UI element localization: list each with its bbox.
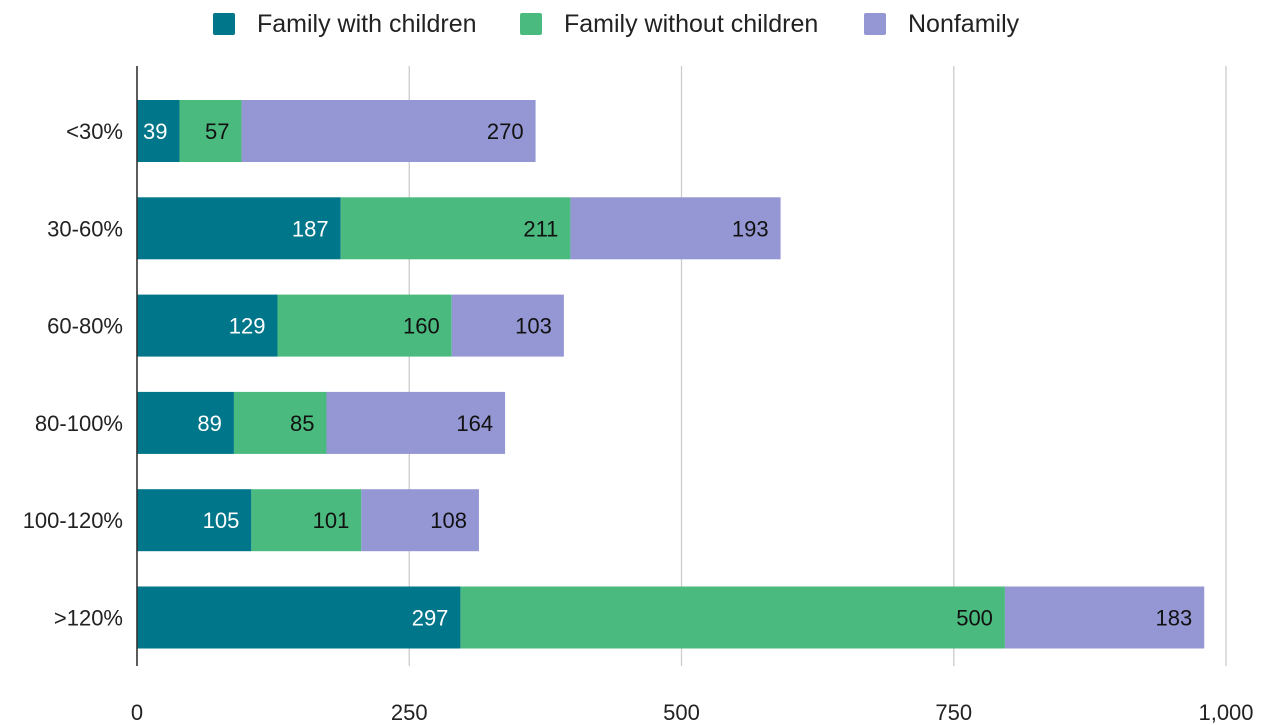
data-label: 500 <box>956 606 993 631</box>
bar-segment <box>326 391 506 454</box>
x-tick-label: 0 <box>131 700 143 725</box>
data-label: 193 <box>732 216 769 241</box>
data-label: 105 <box>203 508 240 533</box>
bar-segment <box>137 391 234 454</box>
category-label: 80-100% <box>35 411 123 436</box>
data-label: 164 <box>456 411 493 436</box>
legend-label: Nonfamily <box>908 9 1020 38</box>
legend-swatch-family-without-children <box>520 13 542 35</box>
data-label: 39 <box>143 119 167 144</box>
x-tick-label: 250 <box>391 700 428 725</box>
bar-segment <box>1004 586 1205 649</box>
legend-item-family-with-children[interactable]: Family with children <box>213 6 477 42</box>
x-tick-label: 500 <box>663 700 700 725</box>
data-label: 129 <box>229 314 266 339</box>
data-label: 187 <box>292 216 329 241</box>
data-label: 108 <box>430 508 467 533</box>
bar-segment <box>137 489 252 552</box>
bar-segment <box>361 489 479 552</box>
data-label: 270 <box>487 119 524 144</box>
data-label: 297 <box>412 606 449 631</box>
legend-swatch-nonfamily <box>864 13 886 35</box>
data-label: 160 <box>403 314 440 339</box>
category-label: 60-80% <box>47 314 123 339</box>
category-label: <30% <box>66 119 123 144</box>
bar-segment <box>179 100 242 162</box>
data-label: 183 <box>1156 606 1193 631</box>
data-label: 57 <box>205 119 229 144</box>
bar-segment <box>277 294 452 357</box>
category-label: 100-120% <box>23 508 123 533</box>
bar-segment <box>251 489 362 552</box>
x-tick-label: 750 <box>935 700 972 725</box>
legend-swatch-family-with-children <box>213 13 235 35</box>
legend: Family with children Family without chil… <box>0 6 1279 42</box>
bar-segment <box>137 100 180 162</box>
legend-label: Family without children <box>564 9 819 38</box>
data-label: 85 <box>290 411 314 436</box>
legend-item-family-without-children[interactable]: Family without children <box>520 6 818 42</box>
category-label: >120% <box>54 606 123 631</box>
bar-segment <box>340 197 571 260</box>
bar-segment <box>137 294 278 357</box>
bar-segment <box>137 197 341 260</box>
bar-segment <box>460 586 1005 649</box>
legend-label: Family with children <box>257 9 477 38</box>
category-label: 30-60% <box>47 216 123 241</box>
bar-segment <box>137 586 461 649</box>
bar-segment <box>241 100 536 162</box>
legend-item-nonfamily[interactable]: Nonfamily <box>864 6 1019 42</box>
data-label: 101 <box>313 508 350 533</box>
bar-segment <box>451 294 564 357</box>
data-label: 103 <box>515 314 552 339</box>
data-label: 211 <box>523 216 558 241</box>
bar-segment <box>570 197 781 260</box>
bar-segment <box>233 391 327 454</box>
data-label: 89 <box>197 411 221 436</box>
x-tick-label: 1,000 <box>1198 700 1253 725</box>
